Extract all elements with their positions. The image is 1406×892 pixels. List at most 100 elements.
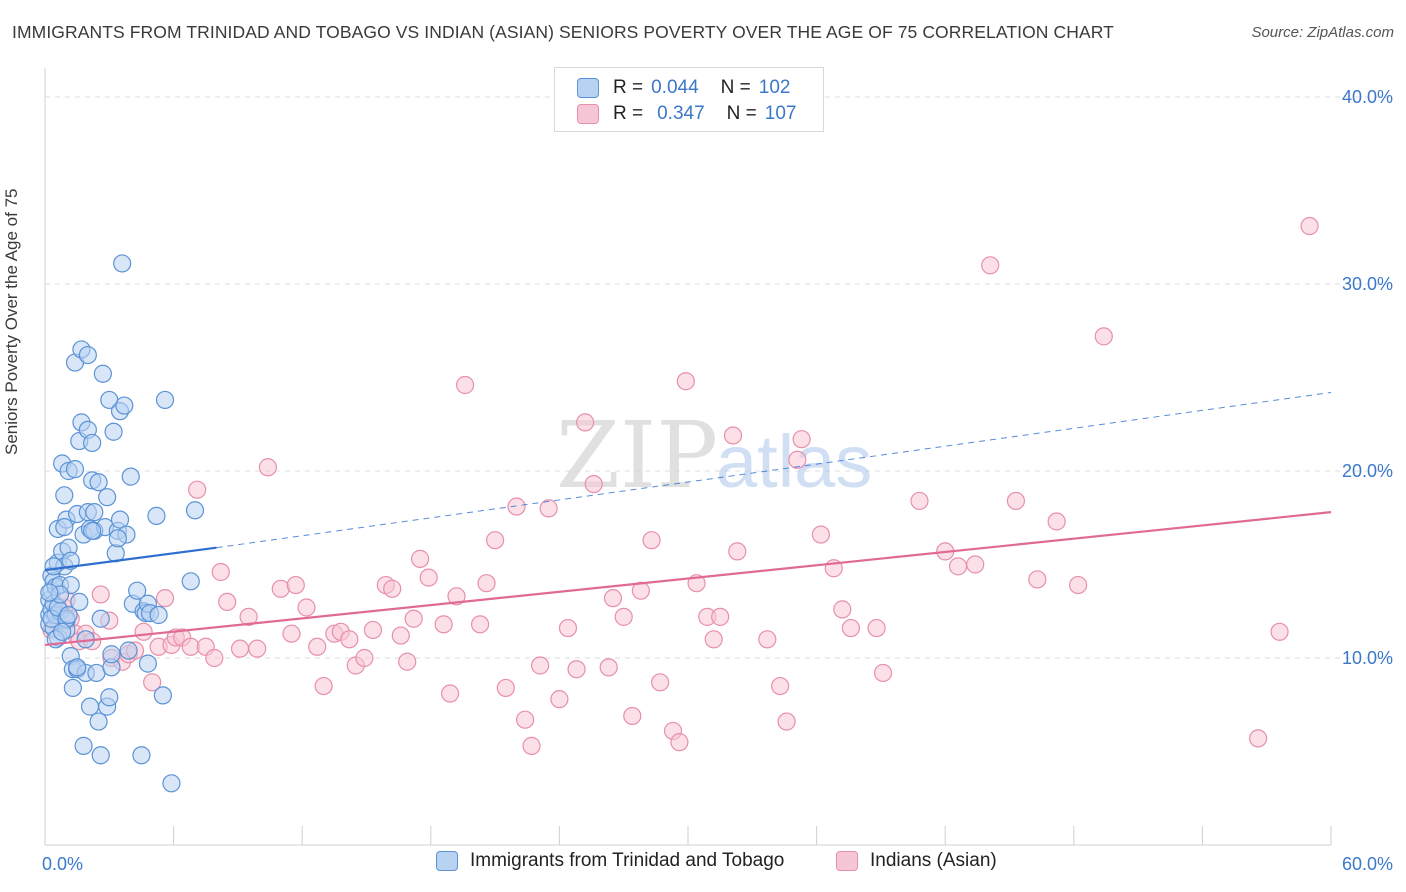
blue-swatch	[436, 851, 458, 871]
legend-item-trinidad: Immigrants from Trinidad and Tobago	[436, 850, 784, 872]
point-indians	[1068, 575, 1088, 595]
point-trinidad	[147, 506, 166, 525]
point-indians	[539, 499, 558, 518]
y-tick-label: 40.0%	[1342, 87, 1393, 107]
point-indians	[455, 375, 475, 395]
point-trinidad	[61, 551, 80, 570]
tick-labels: 10.0% 20.0% 30.0% 40.0% 0.0% 60.0%	[42, 87, 1393, 874]
point-indians	[531, 656, 550, 675]
grid-lines	[45, 96, 1394, 659]
point-indians	[867, 618, 886, 638]
point-trinidad	[113, 254, 132, 273]
point-indians	[1270, 622, 1289, 641]
pink-swatch	[836, 851, 858, 871]
point-trinidad	[70, 592, 89, 612]
point-indians	[567, 660, 586, 679]
point-indians	[1300, 216, 1319, 236]
point-trinidad	[128, 581, 147, 600]
point-indians	[143, 673, 162, 692]
trend-trinidad-extension	[216, 391, 1332, 549]
legend-series: Immigrants from Trinidad and Tobago Indi…	[0, 850, 1406, 880]
point-indians	[966, 555, 985, 574]
point-trinidad	[91, 746, 110, 765]
source-label: Source: ZipAtlas.com	[1251, 24, 1394, 41]
point-indians	[410, 549, 430, 568]
point-trinidad	[89, 712, 108, 731]
point-indians	[340, 630, 359, 649]
point-indians	[603, 589, 623, 608]
point-indians	[599, 658, 618, 677]
r-value: 0.347	[657, 103, 705, 124]
point-indians	[1028, 570, 1047, 589]
point-indians	[631, 581, 650, 600]
point-indians	[550, 690, 569, 709]
point-indians	[239, 607, 258, 626]
trend-lines	[44, 391, 1332, 647]
point-trinidad	[153, 686, 172, 705]
point-trinidad	[119, 641, 138, 660]
point-indians	[391, 626, 410, 645]
trend-indians	[44, 511, 1332, 647]
series-indians-asian	[42, 216, 1319, 755]
point-trinidad	[78, 345, 97, 365]
watermark: ZIP atlas	[556, 402, 872, 509]
point-indians	[1094, 327, 1113, 346]
point-indians	[873, 663, 893, 683]
point-indians	[486, 531, 505, 550]
point-trinidad	[110, 510, 130, 529]
point-indians	[711, 607, 730, 626]
point-indians	[404, 609, 423, 628]
legend-label-indians: Indians (Asian)	[870, 850, 997, 871]
point-indians	[286, 575, 305, 595]
point-trinidad	[44, 557, 63, 576]
point-indians	[230, 639, 250, 658]
point-indians	[642, 531, 661, 550]
trend-trinidad	[44, 546, 217, 572]
point-trinidad	[149, 605, 168, 625]
r-label: R =	[613, 77, 644, 98]
point-indians	[910, 491, 929, 511]
r-label: R =	[613, 103, 644, 124]
point-trinidad	[68, 658, 87, 677]
point-indians	[440, 684, 460, 703]
axes	[44, 68, 1332, 846]
point-indians	[248, 639, 267, 658]
point-indians	[434, 615, 453, 634]
point-indians	[522, 736, 541, 755]
point-indians	[314, 676, 333, 696]
blue-swatch	[577, 78, 599, 98]
legend-stats: R = 0.044 N = 102 R = 0.347 N = 107	[554, 67, 824, 132]
point-indians	[211, 562, 230, 582]
point-indians	[398, 652, 417, 671]
n-value: 107	[764, 103, 797, 124]
point-indians	[91, 585, 110, 604]
point-trinidad	[100, 688, 119, 707]
point-indians	[477, 574, 496, 593]
point-indians	[811, 525, 830, 544]
point-indians	[948, 557, 968, 576]
point-trinidad	[155, 390, 175, 410]
point-trinidad	[85, 503, 104, 522]
point-trinidad	[80, 697, 100, 716]
point-indians	[363, 620, 383, 640]
point-indians	[155, 589, 175, 608]
series-trinidad-tobago	[40, 254, 205, 793]
y-tick-label: 10.0%	[1342, 648, 1393, 668]
legend-item-indians: Indians (Asian)	[836, 850, 997, 872]
point-indians	[496, 678, 515, 698]
point-indians	[704, 630, 723, 649]
point-trinidad	[108, 529, 127, 548]
point-trinidad	[74, 736, 93, 755]
point-trinidad	[104, 422, 123, 441]
point-trinidad	[102, 645, 121, 664]
point-trinidad	[40, 583, 59, 602]
point-indians	[981, 256, 1000, 275]
point-trinidad	[138, 654, 157, 673]
point-trinidad	[83, 521, 102, 540]
point-indians	[447, 587, 466, 606]
point-trinidad	[98, 488, 117, 507]
point-indians	[614, 607, 633, 626]
point-indians	[758, 630, 777, 649]
point-indians	[841, 618, 860, 638]
legend-row-pink: R = 0.347 N = 107	[577, 102, 796, 126]
